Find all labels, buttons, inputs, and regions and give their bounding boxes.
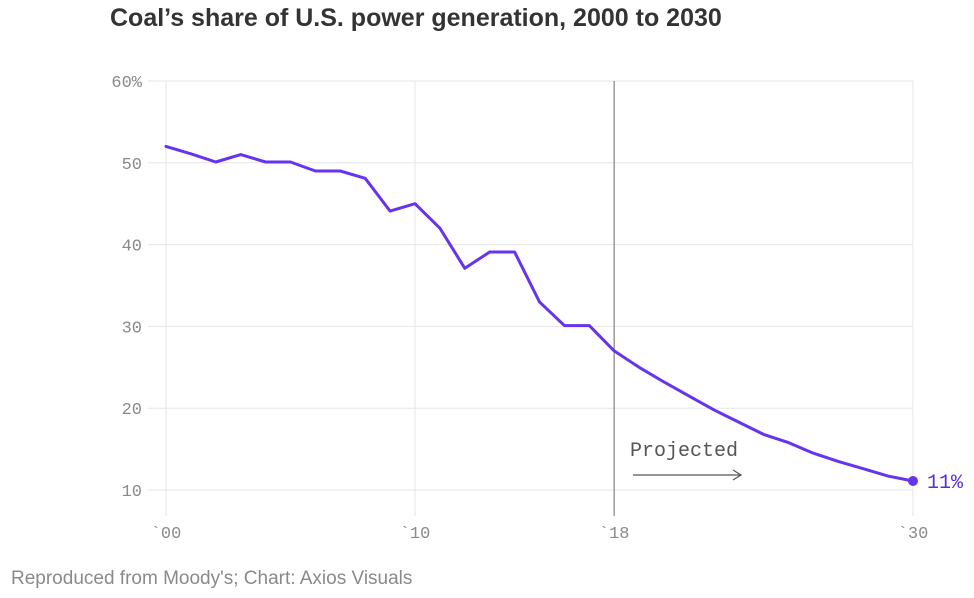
projected-arrow-head [732,469,743,481]
x-tick-label: `30 [898,525,929,544]
chart-title: Coal’s share of U.S. power generation, 2… [110,4,722,32]
x-tick-label: `00 [151,525,182,544]
source-credit: Reproduced from Moody's; Chart: Axios Vi… [11,568,413,589]
projected-annotation: Projected [630,440,738,463]
end-point-marker [908,476,918,487]
y-tick-label: 60% [111,74,142,93]
y-tick-label: 40 [122,238,142,257]
y-tick-label: 50 [122,156,142,175]
line-chart: 60% 50 40 30 20 10 `00 `10 `18 `30 Projected 11% [111,74,964,544]
end-value-label: 11% [927,472,964,495]
y-tick-label: 10 [122,483,142,502]
x-tick-label: `10 [400,525,431,544]
y-tick-label: 30 [122,319,142,338]
coal-share-line [164,144,915,483]
y-tick-label: 20 [122,401,142,420]
x-tick-label: `18 [599,525,630,544]
